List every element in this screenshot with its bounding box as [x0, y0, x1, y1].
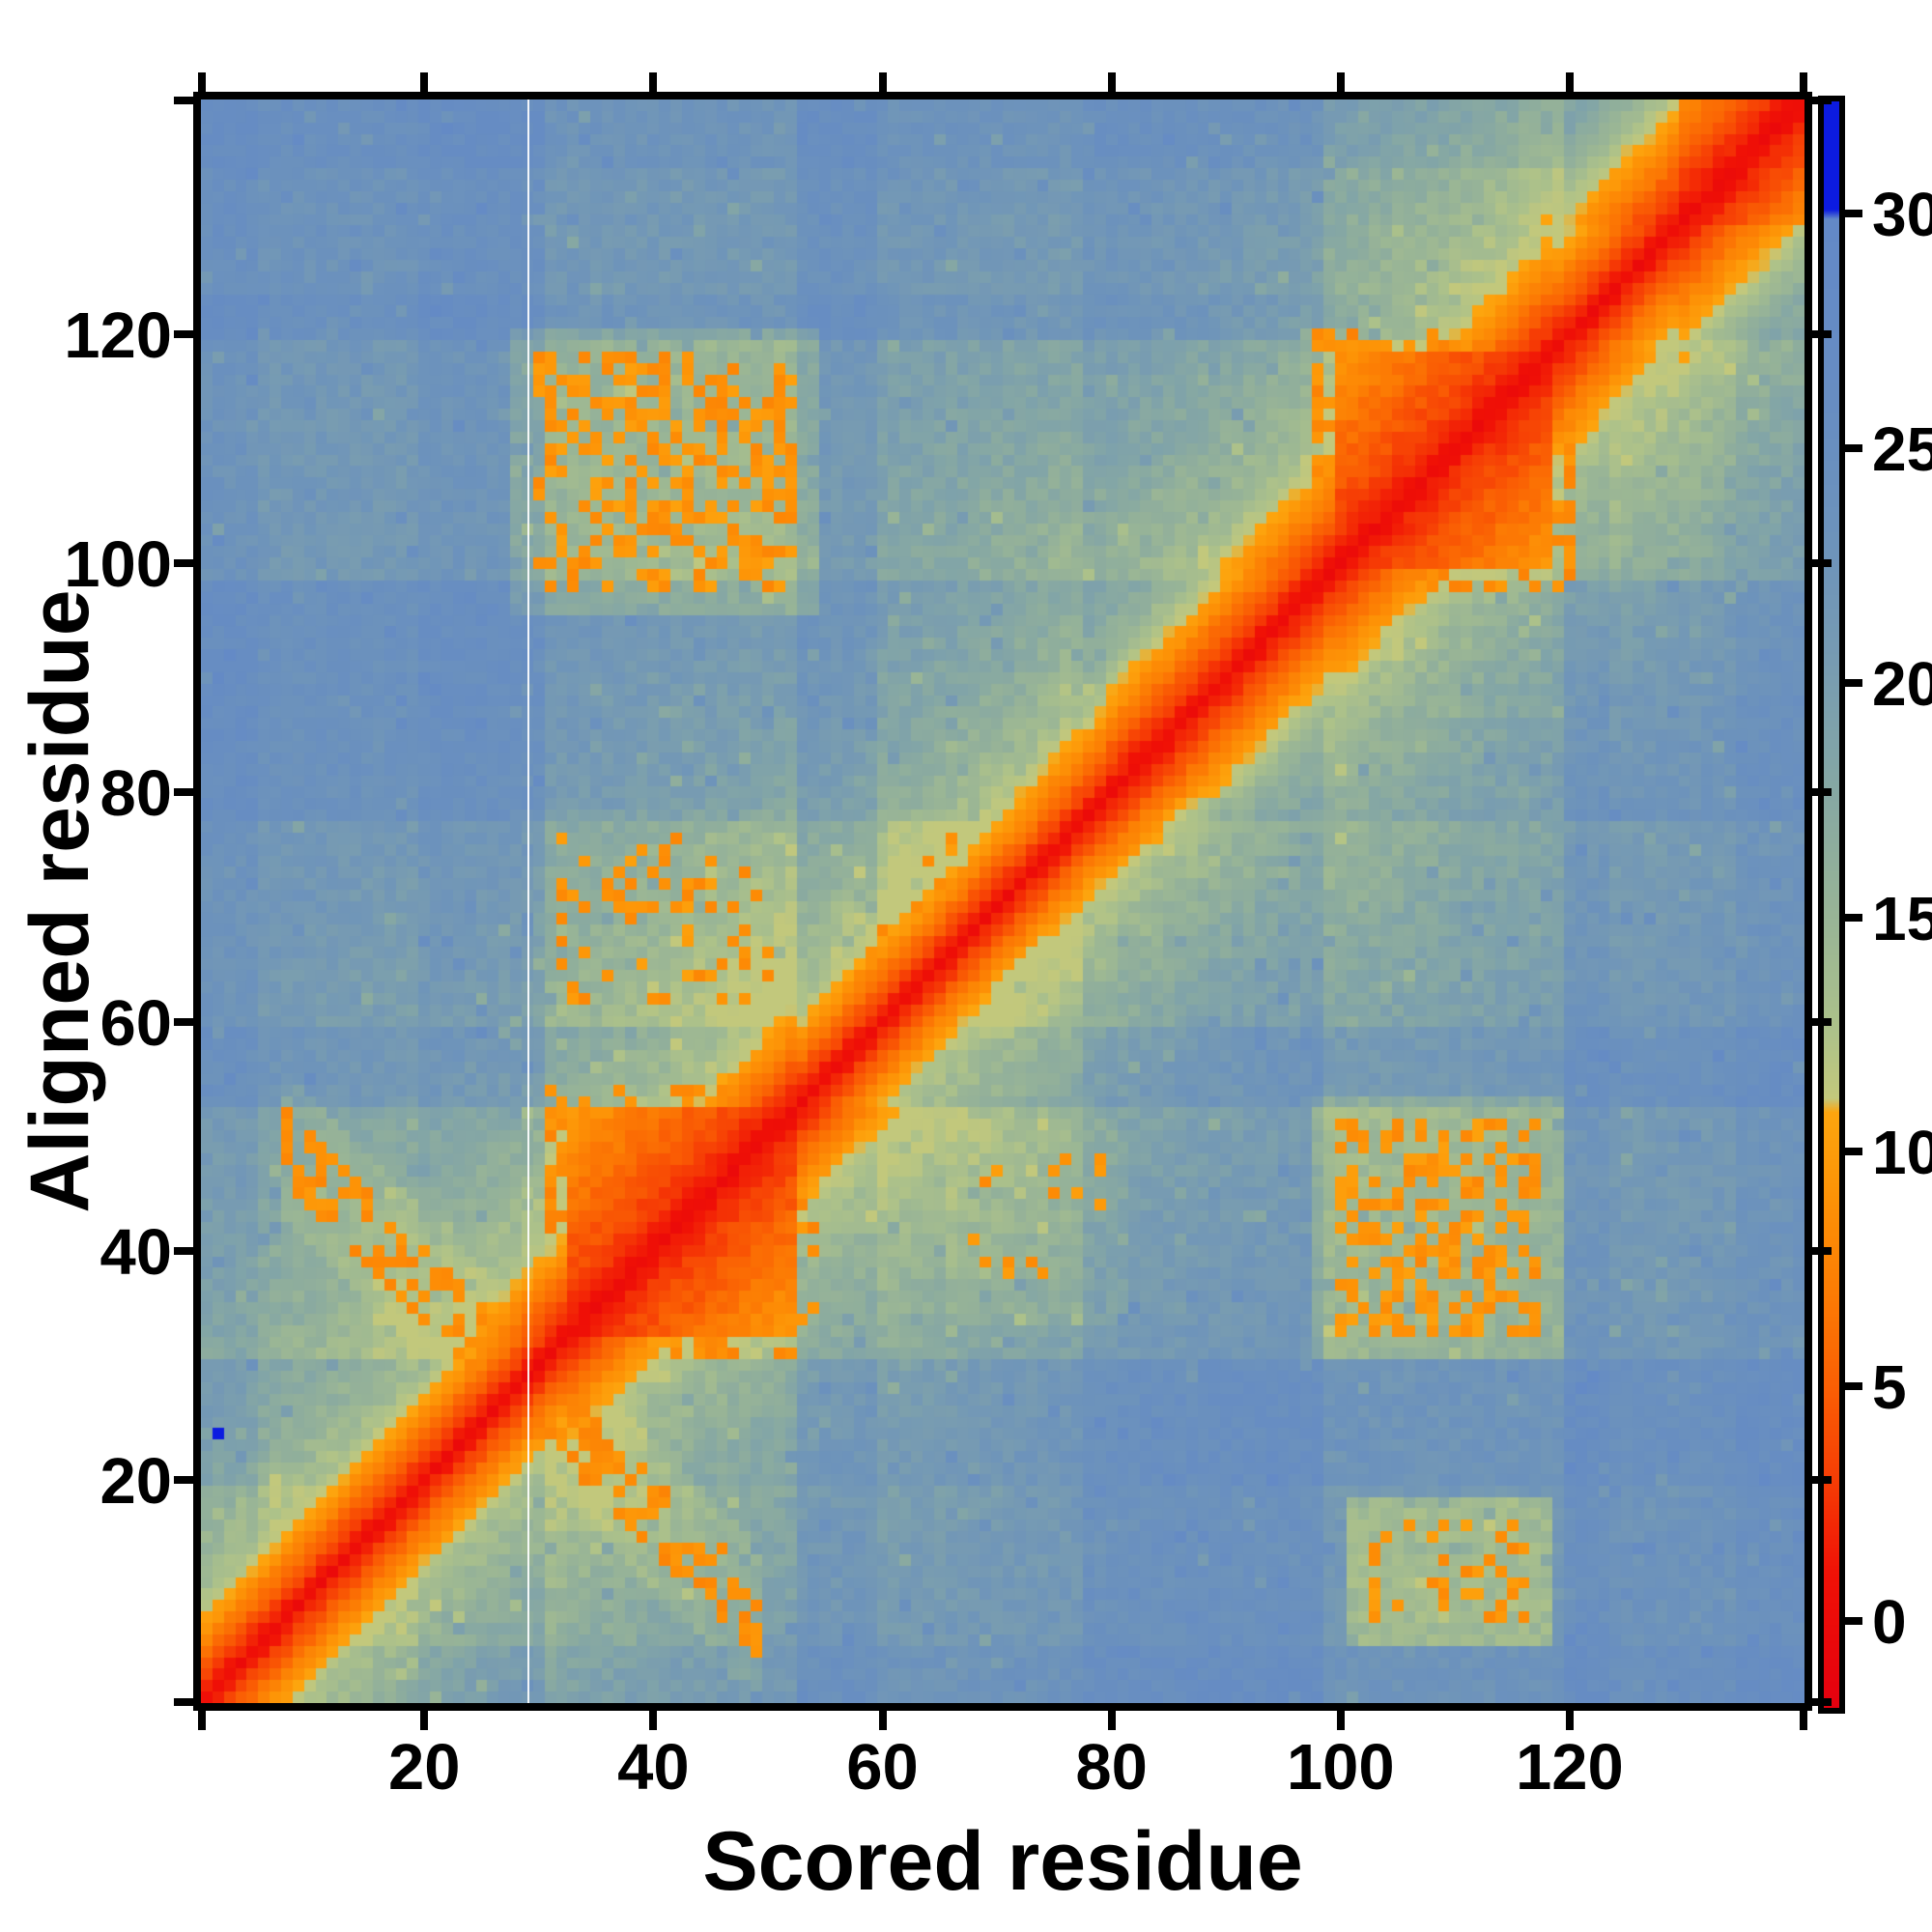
- x-tick-label: 60: [846, 1731, 919, 1804]
- y-tick-label: 120: [64, 299, 172, 373]
- x-tick-mark: [1336, 1711, 1345, 1730]
- y-tick-mark-right: [1812, 1475, 1832, 1484]
- y-tick-mark-right: [1812, 97, 1832, 104]
- y-tick-mark: [174, 97, 193, 104]
- x-tick-label: 20: [387, 1731, 461, 1804]
- x-tick-mark-top: [1800, 72, 1807, 92]
- x-axis-title: Scored residue: [702, 1815, 1303, 1908]
- y-tick-label: 80: [99, 757, 172, 831]
- x-tick-mark: [420, 1711, 429, 1730]
- y-tick-mark: [174, 1246, 193, 1255]
- x-tick-mark-top: [1336, 72, 1345, 92]
- y-tick-label: 60: [99, 986, 172, 1060]
- colorbar-tick-label: 30: [1872, 180, 1932, 250]
- x-tick-label: 40: [617, 1731, 690, 1804]
- y-tick-mark-right: [1812, 788, 1832, 797]
- y-tick-mark-right: [1812, 1246, 1832, 1255]
- y-tick-mark: [174, 330, 193, 339]
- colorbar-tick-mark: [1845, 210, 1862, 218]
- x-tick-mark-top: [420, 72, 429, 92]
- colorbar-tick-label: 10: [1872, 1118, 1932, 1188]
- x-tick-mark: [1565, 1711, 1574, 1730]
- y-tick-mark-right: [1812, 330, 1832, 339]
- colorbar-tick-mark: [1845, 1616, 1862, 1625]
- colorbar-canvas: [1824, 101, 1839, 1708]
- y-tick-mark: [174, 1475, 193, 1484]
- x-tick-mark: [1800, 1711, 1807, 1730]
- x-tick-mark: [878, 1711, 887, 1730]
- colorbar-tick-mark: [1845, 678, 1862, 687]
- x-tick-mark-top: [1107, 72, 1116, 92]
- y-tick-mark: [174, 559, 193, 568]
- y-tick-mark: [174, 1017, 193, 1026]
- y-tick-mark: [174, 788, 193, 797]
- y-tick-mark-right: [1812, 559, 1832, 568]
- colorbar-tick-mark: [1845, 913, 1862, 922]
- colorbar-tick-mark: [1845, 444, 1862, 453]
- y-tick-mark-right: [1812, 1017, 1832, 1026]
- x-tick-label: 80: [1075, 1731, 1148, 1804]
- x-tick-label: 100: [1286, 1731, 1395, 1804]
- colorbar-tick-label: 5: [1872, 1352, 1907, 1422]
- x-tick-mark: [198, 1711, 206, 1730]
- x-tick-mark: [649, 1711, 658, 1730]
- y-tick-mark: [174, 1698, 193, 1706]
- y-axis-title: Aligned residue: [14, 589, 106, 1213]
- y-tick-label: 20: [99, 1444, 172, 1518]
- colorbar-tick-label: 25: [1872, 414, 1932, 485]
- heatmap-canvas: [201, 99, 1804, 1703]
- colorbar-tick-mark: [1845, 1382, 1862, 1390]
- colorbar-tick-label: 0: [1872, 1586, 1907, 1657]
- y-tick-mark-right: [1812, 1698, 1832, 1706]
- colorbar-tick-mark: [1845, 1148, 1862, 1156]
- x-tick-mark-top: [198, 72, 206, 92]
- y-tick-label: 40: [99, 1215, 172, 1289]
- x-tick-mark-top: [649, 72, 658, 92]
- x-tick-label: 120: [1516, 1731, 1624, 1804]
- x-tick-mark-top: [878, 72, 887, 92]
- colorbar-tick-label: 20: [1872, 648, 1932, 719]
- x-tick-mark-top: [1565, 72, 1574, 92]
- white-line-artifact: [527, 99, 529, 1703]
- x-tick-mark: [1107, 1711, 1116, 1730]
- colorbar-tick-label: 15: [1872, 883, 1932, 953]
- y-tick-label: 100: [64, 528, 172, 602]
